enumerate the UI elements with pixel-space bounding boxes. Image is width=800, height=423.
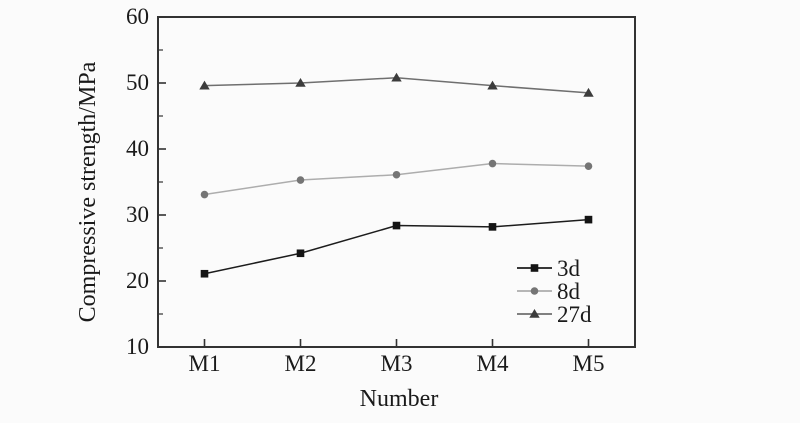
y-tick-label: 40 bbox=[126, 136, 149, 161]
y-tick-label: 10 bbox=[126, 334, 149, 359]
series-marker-8d bbox=[296, 176, 305, 184]
y-tick-label: 50 bbox=[126, 70, 149, 95]
series-marker-3d bbox=[200, 269, 209, 278]
series-marker-3d bbox=[296, 249, 305, 258]
legend-label-27d: 27d bbox=[557, 302, 592, 327]
series-marker-8d bbox=[392, 170, 401, 179]
x-tick-label: M2 bbox=[285, 351, 317, 376]
series-marker-27d bbox=[391, 72, 402, 82]
legend-marker-3d bbox=[530, 264, 539, 272]
series-marker-3d bbox=[392, 221, 401, 230]
series-marker-27d bbox=[295, 78, 306, 87]
legend-label-3d: 3d bbox=[557, 256, 581, 281]
series-marker-3d bbox=[488, 223, 497, 231]
series-marker-3d bbox=[584, 215, 593, 224]
plot-frame bbox=[157, 16, 636, 348]
x-tick-label: M3 bbox=[381, 351, 413, 376]
y-tick-label: 30 bbox=[126, 202, 149, 227]
legend-marker-27d bbox=[529, 309, 540, 318]
y-axis-title: Compressive strength/MPa bbox=[75, 61, 101, 322]
series-marker-8d bbox=[488, 159, 497, 168]
series-marker-27d bbox=[583, 87, 594, 97]
series-marker-27d bbox=[199, 80, 210, 90]
x-axis-title: Number bbox=[360, 386, 439, 412]
x-tick-label: M4 bbox=[477, 351, 509, 376]
x-tick-label: M5 bbox=[573, 351, 605, 376]
series-line-8d bbox=[204, 162, 589, 196]
series-marker-8d bbox=[200, 190, 209, 199]
x-tick-label: M1 bbox=[189, 351, 221, 376]
y-tick-label: 60 bbox=[126, 4, 149, 29]
legend-label-8d: 8d bbox=[557, 279, 581, 304]
legend-marker-8d bbox=[530, 287, 539, 295]
series-marker-27d bbox=[487, 80, 498, 90]
series-marker-8d bbox=[584, 162, 593, 170]
y-tick-label: 20 bbox=[126, 268, 149, 293]
